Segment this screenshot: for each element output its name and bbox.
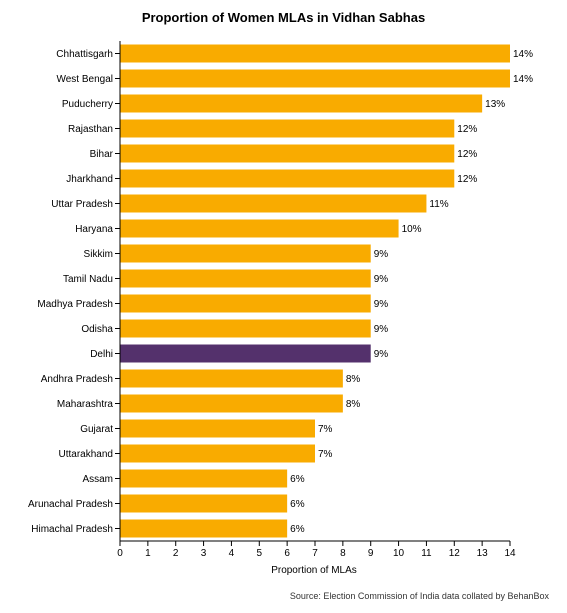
bar-west-bengal [120,69,510,88]
category-label: Bihar [90,149,114,160]
x-axis-title: Proportion of MLAs [271,565,357,576]
x-tick-label: 13 [477,548,489,559]
bar-uttarakhand [120,444,315,463]
value-label: 9% [374,249,389,260]
value-label: 7% [318,449,333,460]
category-label: West Bengal [56,74,113,85]
category-label: Madhya Pradesh [37,299,113,310]
value-label: 6% [290,499,305,510]
bar-haryana [120,219,399,238]
bar-rajasthan [120,119,455,138]
category-label: Sikkim [84,249,113,260]
value-label: 9% [374,349,389,360]
category-label: Arunachal Pradesh [28,499,113,510]
bar-bihar [120,144,455,163]
value-label: 8% [346,399,361,410]
x-tick-label: 12 [449,548,461,559]
value-label: 13% [485,99,505,110]
value-label: 6% [290,524,305,535]
category-label: Andhra Pradesh [41,374,113,385]
bars-layer [120,44,510,538]
bar-sikkim [120,244,371,263]
bar-chhattisgarh [120,44,510,63]
value-label: 12% [457,124,477,135]
value-label: 14% [513,74,533,85]
value-label: 8% [346,374,361,385]
bar-assam [120,469,288,488]
bar-puducherry [120,94,483,113]
x-tick-label: 3 [201,548,207,559]
value-label: 12% [457,174,477,185]
value-label: 9% [374,299,389,310]
x-tick-label: 14 [504,548,516,559]
value-label: 14% [513,49,533,60]
source-note: Source: Election Commission of India dat… [289,591,549,601]
value-label: 10% [402,224,422,235]
value-label: 11% [429,199,448,210]
category-label: Uttar Pradesh [51,199,113,210]
category-label: Jharkhand [66,174,113,185]
category-label: Odisha [81,324,113,335]
category-label: Chhattisgarh [56,49,113,60]
bar-tamil-nadu [120,269,371,288]
category-label: Uttarakhand [59,449,113,460]
value-label: 7% [318,424,333,435]
bar-odisha [120,319,371,338]
x-tick-label: 2 [173,548,179,559]
category-label: Puducherry [62,99,113,110]
bar-jharkhand [120,169,455,188]
value-label: 6% [290,474,305,485]
chart-title: Proportion of Women MLAs in Vidhan Sabha… [141,10,426,25]
value-label: 9% [374,324,389,335]
bar-delhi [120,344,371,363]
category-label: Gujarat [80,424,113,435]
value-label: 12% [457,149,477,160]
x-axis: 0 1 2 3 4 5 6 7 8 9 10 11 12 13 14 [117,540,516,559]
bar-andhra-pradesh [120,369,343,388]
bar-madhya-pradesh [120,294,371,313]
bar-himachal-pradesh [120,519,288,538]
bar-gujarat [120,419,315,438]
x-tick-label: 4 [229,548,235,559]
x-tick-label: 5 [257,548,263,559]
x-tick-label: 1 [145,548,151,559]
x-tick-label: 11 [421,548,432,559]
bar-uttar-pradesh [120,194,427,213]
category-label: Haryana [75,224,113,235]
bar-maharashtra [120,394,343,413]
category-label: Tamil Nadu [63,274,113,285]
x-tick-label: 8 [340,548,346,559]
category-label: Himachal Pradesh [31,524,113,535]
y-axis: Chhattisgarh West Bengal Puducherry Rajasth… [28,41,121,542]
x-tick-label: 9 [368,548,374,559]
category-label: Assam [82,474,113,485]
category-label: Delhi [90,349,113,360]
x-tick-label: 7 [312,548,318,559]
value-label: 9% [374,274,389,285]
x-tick-label: 0 [117,548,123,559]
category-label: Rajasthan [68,124,113,135]
x-tick-label: 10 [393,548,405,559]
x-tick-label: 6 [284,548,290,559]
category-label: Maharashtra [57,399,114,410]
bar-arunachal-pradesh [120,494,288,513]
value-labels-layer: 14% 14% 13% 12% 12% 12% 11% 10% 9% 9% 9% 9% 9% 8% 8% 7%… [290,49,533,535]
